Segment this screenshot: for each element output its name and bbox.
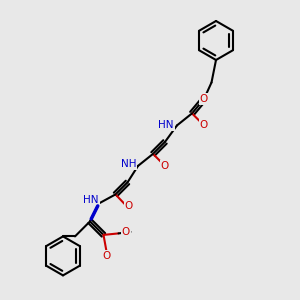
Text: O: O	[200, 94, 208, 104]
Text: HN: HN	[158, 120, 174, 130]
Text: NH: NH	[121, 159, 136, 170]
Text: O: O	[161, 161, 169, 171]
Text: O: O	[102, 251, 111, 261]
Text: O: O	[122, 227, 130, 237]
Text: O: O	[124, 201, 133, 212]
Text: O: O	[200, 120, 208, 130]
Text: HN: HN	[83, 195, 99, 206]
